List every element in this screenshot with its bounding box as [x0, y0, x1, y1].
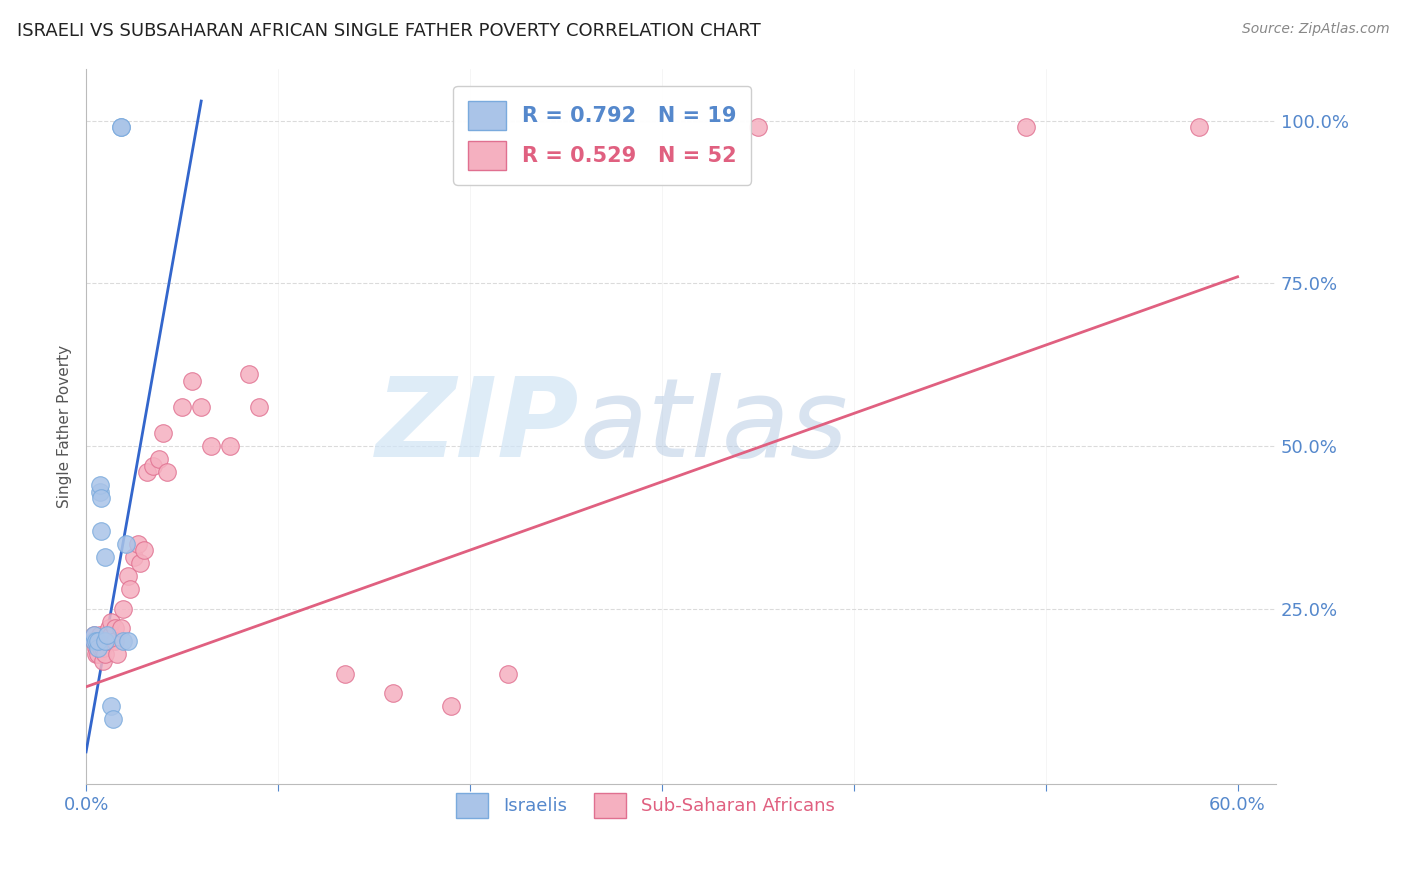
Y-axis label: Single Father Poverty: Single Father Poverty — [58, 345, 72, 508]
Point — [89, 634, 111, 648]
Point — [86, 640, 108, 655]
Point — [83, 628, 105, 642]
Point — [83, 628, 105, 642]
Point — [100, 699, 122, 714]
Point — [382, 686, 405, 700]
Point — [440, 699, 463, 714]
Point — [84, 634, 107, 648]
Point — [86, 640, 108, 655]
Point — [110, 120, 132, 134]
Point — [93, 640, 115, 655]
Point — [333, 666, 356, 681]
Point — [84, 640, 107, 655]
Point — [94, 549, 117, 564]
Point — [100, 615, 122, 629]
Point — [105, 647, 128, 661]
Point — [89, 628, 111, 642]
Point — [90, 524, 112, 538]
Point — [101, 712, 124, 726]
Point — [84, 634, 107, 648]
Point — [190, 400, 212, 414]
Point — [89, 484, 111, 499]
Point — [83, 634, 105, 648]
Point — [104, 634, 127, 648]
Point — [156, 465, 179, 479]
Point — [238, 368, 260, 382]
Point — [1188, 120, 1211, 134]
Point — [86, 647, 108, 661]
Point — [1015, 120, 1038, 134]
Point — [120, 582, 142, 597]
Point — [96, 628, 118, 642]
Point — [89, 634, 111, 648]
Point — [170, 400, 193, 414]
Point — [94, 634, 117, 648]
Point — [86, 634, 108, 648]
Point — [148, 452, 170, 467]
Point — [127, 536, 149, 550]
Point — [96, 634, 118, 648]
Point — [111, 634, 134, 648]
Point — [104, 621, 127, 635]
Point — [115, 536, 138, 550]
Text: ZIP: ZIP — [377, 373, 579, 480]
Point — [132, 543, 155, 558]
Point — [93, 654, 115, 668]
Point — [110, 621, 132, 635]
Text: ISRAELI VS SUBSAHARAN AFRICAN SINGLE FATHER POVERTY CORRELATION CHART: ISRAELI VS SUBSAHARAN AFRICAN SINGLE FAT… — [17, 22, 761, 40]
Point — [110, 120, 132, 134]
Point — [180, 374, 202, 388]
Point — [136, 465, 159, 479]
Point — [96, 628, 118, 642]
Point — [100, 628, 122, 642]
Text: Source: ZipAtlas.com: Source: ZipAtlas.com — [1241, 22, 1389, 37]
Point — [89, 478, 111, 492]
Point — [117, 634, 139, 648]
Point — [94, 647, 117, 661]
Point — [98, 621, 121, 635]
Point — [498, 666, 520, 681]
Point — [90, 634, 112, 648]
Point — [90, 640, 112, 655]
Point — [117, 569, 139, 583]
Point — [111, 601, 134, 615]
Point — [219, 439, 242, 453]
Point — [142, 458, 165, 473]
Point — [747, 120, 769, 134]
Point — [200, 439, 222, 453]
Point — [94, 634, 117, 648]
Point — [247, 400, 270, 414]
Point — [152, 425, 174, 440]
Point — [90, 491, 112, 505]
Point — [86, 634, 108, 648]
Point — [122, 549, 145, 564]
Point — [84, 647, 107, 661]
Point — [128, 556, 150, 570]
Point — [83, 634, 105, 648]
Text: atlas: atlas — [579, 373, 848, 480]
Legend: Israelis, Sub-Saharan Africans: Israelis, Sub-Saharan Africans — [449, 786, 842, 825]
